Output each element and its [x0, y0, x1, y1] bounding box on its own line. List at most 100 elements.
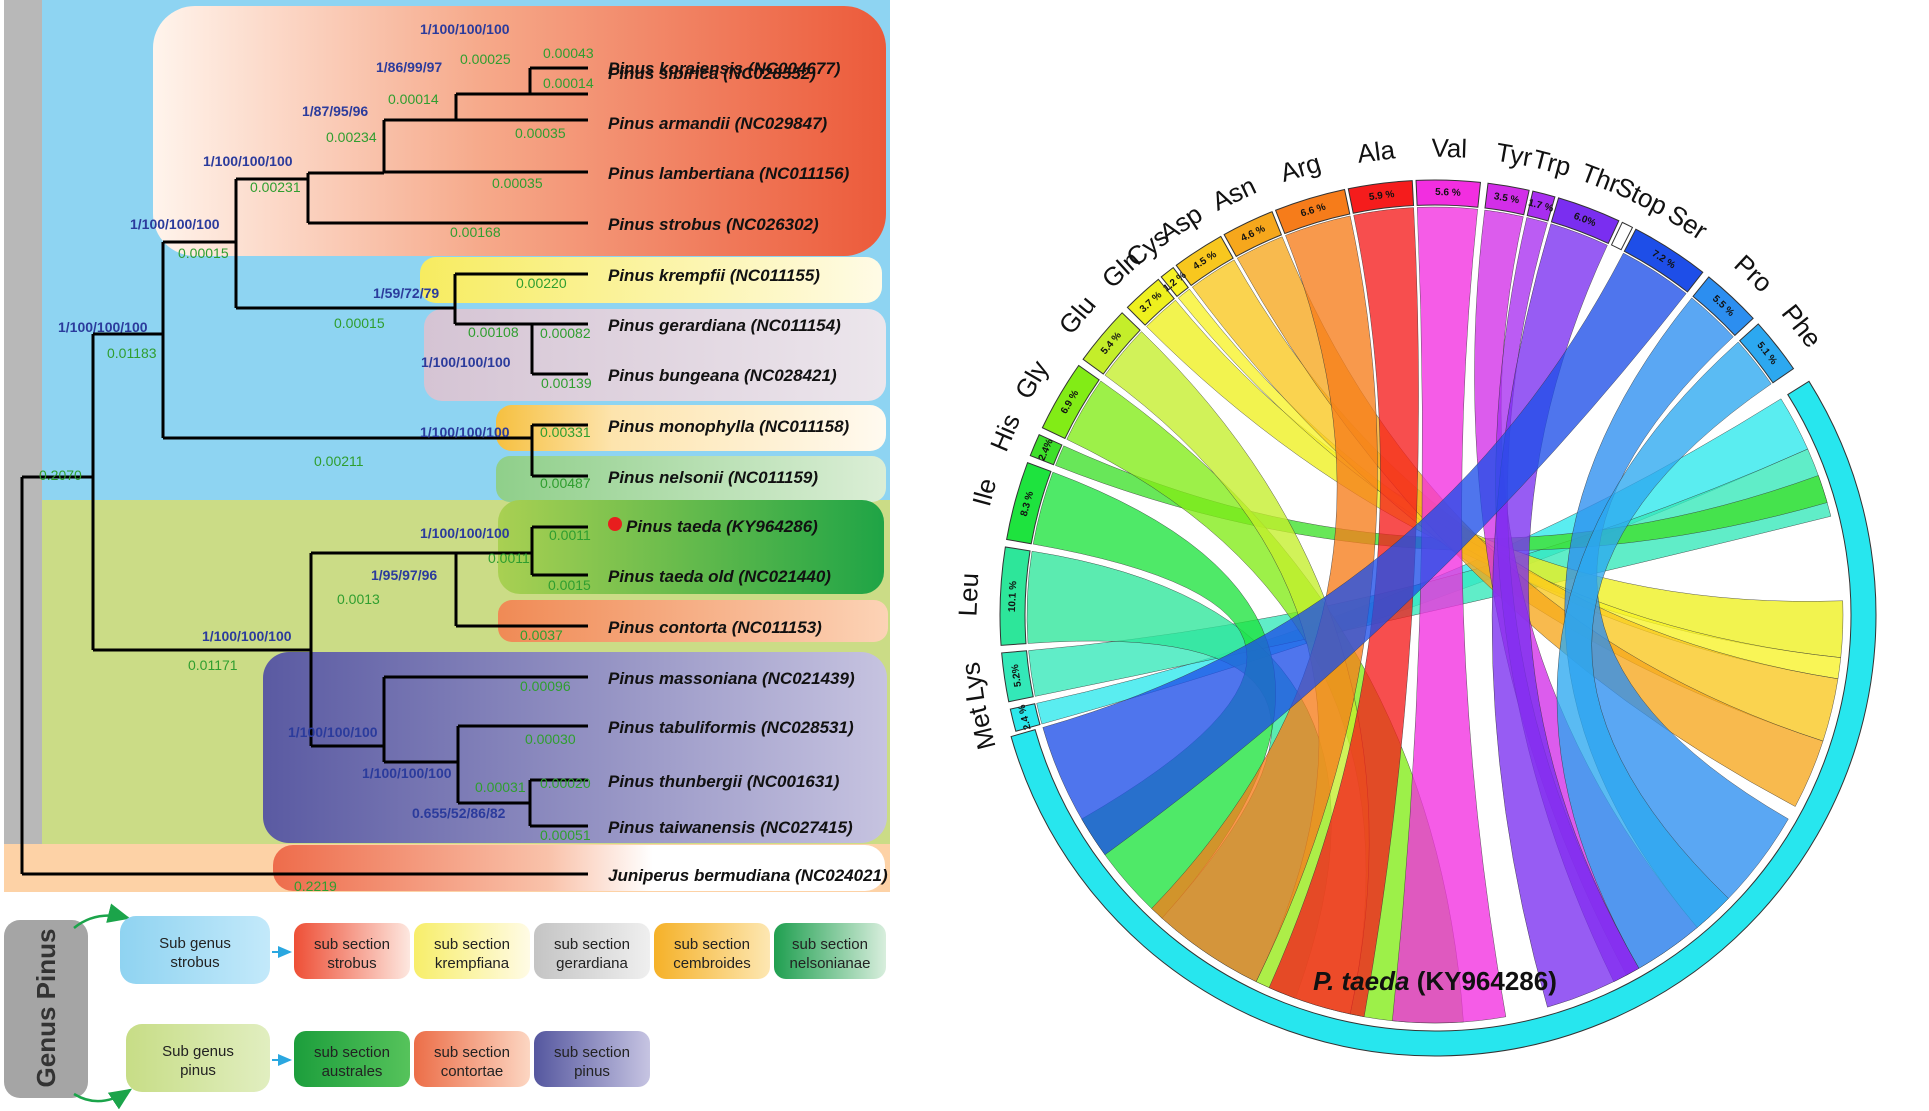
amino-acid-percent: 5.6 %	[1435, 187, 1461, 199]
section-contortae-box	[414, 1031, 530, 1087]
branch-length: 0.00015	[178, 245, 229, 261]
section-cembroides-box	[654, 923, 770, 979]
branch-length: 0.00025	[460, 51, 511, 67]
amino-acid-percent: 10.1 %	[1007, 581, 1019, 613]
subgenus-strobus-box	[120, 916, 270, 984]
branch-length: 0.0037	[520, 627, 563, 643]
chord-segment-tyr	[1484, 182, 1530, 216]
branch-length: 0.00043	[543, 45, 594, 61]
branch-length: 0.00211	[314, 453, 364, 469]
taxon-label: Juniperus bermudiana (NC024021)	[608, 866, 888, 885]
clade-box-contortae	[498, 600, 888, 642]
section-label: strobus	[327, 955, 376, 972]
branch-length: 0.0011	[549, 527, 591, 543]
support-value: 1/100/100/100	[420, 21, 510, 37]
highlight-dot	[608, 517, 622, 531]
branch-length: 0.00035	[515, 125, 566, 141]
section-label: sub section	[674, 936, 750, 953]
chord-ribbon-phe	[1556, 341, 1772, 969]
chord-segment-stop	[1610, 221, 1634, 251]
taxon-label: Pinus lambertiana (NC011156)	[608, 164, 850, 183]
chord-ribbon-arg	[1151, 215, 1378, 982]
chord-segment-trp	[1526, 190, 1556, 222]
branch-length: 0.00082	[540, 325, 591, 341]
section-label: sub section	[434, 1044, 510, 1061]
clade-box-cembroides	[496, 405, 886, 451]
branch-length: 0.0015	[548, 577, 591, 593]
amino-acid-percent: 5.9 %	[1368, 189, 1395, 203]
support-value: 0.655/52/86/82	[412, 805, 506, 821]
genus-label: Genus Pinus	[31, 929, 61, 1088]
support-value: 1/100/100/100	[421, 354, 511, 370]
section-label: contortae	[441, 1063, 504, 1080]
section-label: cembroides	[673, 955, 751, 972]
taxon-label: Pinus armandii (NC029847)	[608, 114, 828, 133]
amino-acid-label: Trp	[1530, 143, 1574, 182]
chord-segment-gln	[1126, 278, 1175, 326]
support-value: 1/86/99/97	[376, 59, 442, 75]
branch-length: 0.00031	[475, 779, 526, 795]
branch-length: 0.00096	[520, 678, 571, 694]
chord-arcs	[999, 179, 1877, 1057]
chord-segment-ile	[1006, 462, 1052, 545]
section-label: krempfiana	[435, 955, 510, 972]
chord-segment-cys	[1160, 266, 1189, 298]
genus-box	[4, 920, 88, 1098]
section-label: gerardiana	[556, 955, 628, 972]
branch-length-values: 0.00043 0.00025 0.00014 0.00014 0.00035 …	[39, 45, 594, 894]
amino-acid-label: Arg	[1277, 147, 1324, 187]
amino-acid-label: Pro	[1729, 249, 1779, 299]
section-label: sub section	[554, 936, 630, 953]
branch-length: 0.00168	[450, 224, 501, 240]
section-label: nelsonianae	[790, 955, 871, 972]
taxon-label: Pinus taeda (KY964286)	[626, 517, 818, 536]
chord-ribbon-ala	[1268, 207, 1419, 1018]
clade-box-australes	[498, 500, 884, 594]
section-label: sub section	[434, 936, 510, 953]
chord-title-accession: (KY964286)	[1409, 966, 1556, 996]
support-value: 1/100/100/100	[203, 153, 293, 169]
section-krempfiana-box	[414, 923, 530, 979]
subgenus-strobus-label-2: strobus	[170, 954, 219, 971]
branch-length: 0.00108	[468, 324, 519, 340]
subgenus-strobus-label-1: Sub genus	[159, 935, 231, 952]
section-label: pinus	[574, 1063, 610, 1080]
support-value: 1/59/72/79	[373, 285, 439, 301]
taxon-labels: Pinus koraiensis (NC004677) Pinus sibiri…	[608, 59, 888, 885]
chord-segment-thr	[1550, 197, 1620, 245]
support-value: 1/100/100/100	[58, 319, 148, 335]
branch-length: 0.0013	[337, 591, 380, 607]
support-value: 1/100/100/100	[202, 628, 292, 644]
branch-length: 0.0011	[488, 550, 530, 566]
tree-branches	[20, 66, 588, 876]
taxon-label: Pinus koraiensis (NC004677)	[608, 59, 841, 78]
support-value: 1/100/100/100	[420, 525, 510, 541]
chord-ribbon-ser	[1042, 252, 1687, 856]
amino-acid-label: Lys	[955, 660, 990, 703]
chord-title-species: P. taeda	[1313, 966, 1409, 996]
taxon-label: Pinus taiwanensis (NC027415)	[608, 818, 853, 837]
subgenus-pinus-box	[126, 1024, 270, 1092]
section-gerardiana-box	[534, 923, 650, 979]
chord-title: P. taeda (KY964286)	[1313, 966, 1557, 996]
support-values: 1/100/100/100 1/86/99/97 1/87/95/96 1/10…	[58, 21, 511, 821]
support-value: 1/100/100/100	[288, 724, 378, 740]
phylogenetic-tree: Pinus koraiensis (NC004677) Pinus sibiri…	[4, 0, 890, 1110]
taxon-label: Pinus thunbergii (NC001631)	[608, 772, 840, 791]
clade-box-outgroup	[273, 845, 885, 891]
chord-segment-leu	[999, 546, 1031, 646]
chord-segment-gly	[1041, 364, 1100, 440]
legend: Genus Pinus Sub genus strobus Sub genus …	[4, 903, 886, 1110]
section-label: sub section	[792, 936, 868, 953]
branch-length: 0.00234	[326, 129, 377, 145]
branch-length: 0.01183	[107, 345, 157, 361]
chord-segment-pro	[1692, 276, 1754, 337]
subgenus-pinus-label-1: Sub genus	[162, 1043, 234, 1060]
section-label: australes	[322, 1063, 383, 1080]
chord-segment-ser	[1623, 228, 1704, 293]
section-pinus-box	[534, 1031, 650, 1087]
clade-box-pinus	[263, 652, 887, 843]
amino-acid-percent: 3.5 %	[1493, 191, 1520, 206]
chord-segment-his	[1029, 433, 1063, 466]
branch-length: 0.00020	[540, 775, 591, 791]
